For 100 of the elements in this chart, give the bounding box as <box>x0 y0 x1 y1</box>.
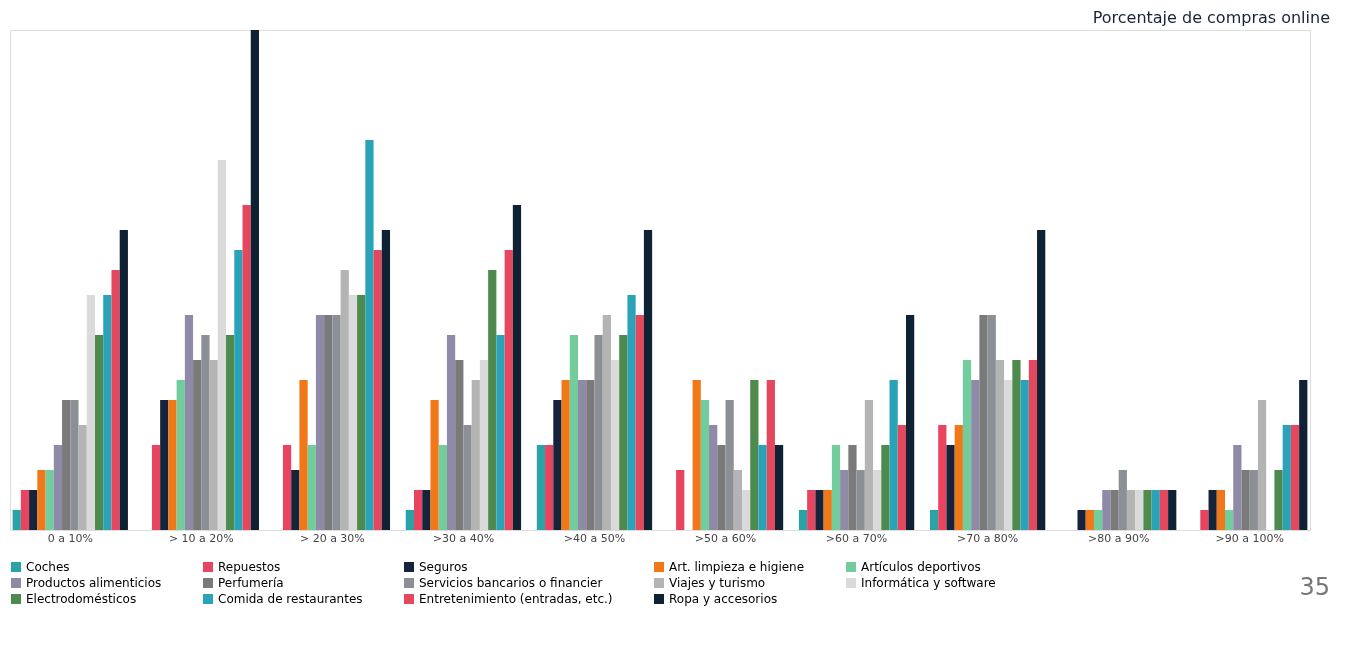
bar <box>193 360 202 530</box>
bar <box>282 445 292 530</box>
x-tick-label: > 20 a 30% <box>299 531 365 545</box>
bar <box>1168 490 1177 530</box>
bar <box>315 315 325 530</box>
bar <box>78 425 87 530</box>
bar <box>962 360 972 530</box>
legend-label: Artículos deportivos <box>861 560 981 574</box>
bar <box>37 470 46 530</box>
bar <box>627 295 636 530</box>
bar <box>307 445 316 530</box>
legend-label: Seguros <box>419 560 468 574</box>
bar <box>758 445 767 530</box>
bar <box>455 360 464 530</box>
bar <box>1037 230 1046 530</box>
bar <box>864 400 874 530</box>
bar <box>553 400 562 530</box>
legend-label: Perfumería <box>218 576 284 590</box>
bar <box>1200 510 1209 530</box>
bar <box>766 380 775 530</box>
bar <box>774 445 784 530</box>
bar <box>1102 490 1111 530</box>
bar <box>635 315 644 530</box>
bar <box>750 380 759 530</box>
bar <box>602 315 611 530</box>
bar <box>94 335 104 530</box>
bar <box>823 490 832 530</box>
bar <box>340 270 349 530</box>
bar <box>906 315 915 530</box>
bar <box>897 425 906 530</box>
bar <box>954 425 963 530</box>
bar <box>545 445 554 530</box>
bar <box>881 445 890 530</box>
bar <box>610 360 620 530</box>
bar <box>20 490 30 530</box>
bar <box>160 400 169 530</box>
legend-label: Repuestos <box>218 560 281 574</box>
bar <box>733 470 742 530</box>
bar <box>62 400 71 530</box>
bar <box>479 360 489 530</box>
bar <box>946 445 955 530</box>
bar <box>512 205 522 530</box>
bar <box>226 335 235 530</box>
bar <box>619 335 628 530</box>
bar <box>586 380 595 530</box>
bar <box>742 490 751 530</box>
bar <box>1274 470 1283 530</box>
bar <box>971 380 980 530</box>
bar <box>1110 490 1119 530</box>
bar <box>471 380 480 530</box>
bar <box>979 315 988 530</box>
bar <box>594 335 603 530</box>
x-tick-label: >70 a 80% <box>956 531 1019 545</box>
bar <box>1118 470 1127 530</box>
bar <box>422 490 431 530</box>
bar <box>184 315 194 530</box>
bar <box>1241 470 1250 530</box>
bar <box>848 445 857 530</box>
bar <box>1012 360 1021 530</box>
bar <box>12 510 21 530</box>
legend-label: Productos alimenticios <box>26 576 162 590</box>
bar <box>414 490 423 530</box>
legend-label: Comida de restaurantes <box>218 592 363 606</box>
bar <box>103 295 112 530</box>
bar <box>381 230 391 530</box>
x-tick-label: >30 a 40% <box>432 531 495 545</box>
legend-label: Ropa y accesorios <box>669 592 778 606</box>
bar <box>1004 380 1013 530</box>
legend-label: Viajes y turismo <box>669 576 766 590</box>
bar <box>373 250 382 530</box>
bar <box>176 380 185 530</box>
x-tick-label: >80 a 90% <box>1087 531 1150 545</box>
legend-label: Art. limpieza e higiene <box>669 560 805 574</box>
bar <box>938 425 947 530</box>
legend-label: Entretenimiento (entradas, etc.) <box>419 592 613 606</box>
bar <box>504 250 513 530</box>
bar <box>405 510 414 530</box>
bar <box>430 400 439 530</box>
bar <box>1135 490 1144 530</box>
bar <box>1299 380 1308 530</box>
bar <box>995 360 1005 530</box>
legend-label: Informática y software <box>861 576 996 590</box>
bar <box>929 510 939 530</box>
bar <box>815 490 824 530</box>
bar <box>643 230 653 530</box>
x-tick-label: >50 a 60% <box>694 531 757 545</box>
bar <box>709 425 718 530</box>
bar <box>676 470 685 530</box>
bar <box>1093 510 1103 530</box>
bar <box>1085 510 1094 530</box>
bar <box>1020 380 1029 530</box>
x-tick-label: 0 a 10% <box>47 531 93 545</box>
bar <box>798 510 808 530</box>
bar <box>1249 470 1258 530</box>
bar <box>831 445 841 530</box>
bar <box>348 295 358 530</box>
chart-title: Porcentaje de compras online <box>1092 8 1330 27</box>
legend-label: Servicios bancarios o financier <box>419 576 603 590</box>
bar <box>840 470 849 530</box>
bar <box>1216 490 1226 530</box>
